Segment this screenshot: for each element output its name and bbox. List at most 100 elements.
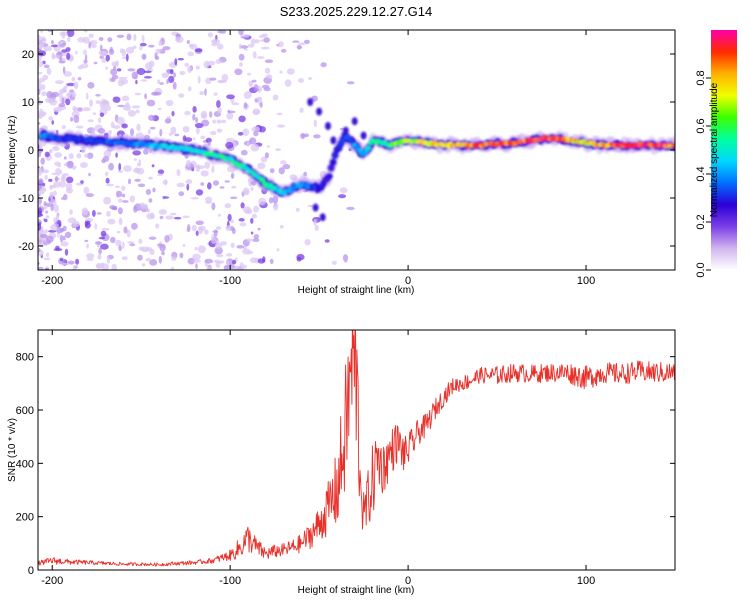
noise-speckle <box>179 252 184 259</box>
noise-speckle <box>46 91 53 99</box>
noise-speckle <box>107 218 116 225</box>
noise-speckle <box>226 112 234 120</box>
noise-speckle <box>108 48 115 55</box>
noise-speckle <box>86 253 95 259</box>
ridge-branch <box>360 131 367 140</box>
noise-speckle <box>215 59 222 64</box>
noise-speckle <box>232 267 239 270</box>
noise-speckle <box>207 141 211 146</box>
ridge-core <box>328 166 334 172</box>
noise-speckle <box>239 222 247 227</box>
noise-speckle <box>110 68 118 76</box>
noise-speckle <box>172 82 177 90</box>
noise-speckle <box>106 183 114 187</box>
noise-speckle <box>144 203 148 210</box>
noise-speckle <box>141 53 147 60</box>
noise-speckle <box>163 196 170 199</box>
noise-speckle <box>164 118 172 124</box>
noise-speckle <box>101 227 110 231</box>
noise-speckle <box>60 241 69 247</box>
noise-speckle <box>171 256 177 261</box>
noise-speckle <box>148 114 155 121</box>
noise-speckle <box>176 169 181 177</box>
noise-speckle <box>51 91 60 98</box>
noise-speckle <box>226 253 233 257</box>
noise-speckle <box>204 258 214 264</box>
ridge-core <box>671 142 675 148</box>
noise-speckle <box>51 172 57 176</box>
noise-speckle <box>133 158 137 161</box>
noise-speckle <box>217 43 224 50</box>
noise-speckle <box>38 242 43 246</box>
noise-speckle <box>269 258 274 264</box>
noise-speckle <box>148 44 155 48</box>
noise-speckle <box>231 227 236 235</box>
noise-speckle <box>121 256 128 261</box>
noise-speckle <box>252 108 261 115</box>
ridge-core <box>330 158 336 164</box>
noise-speckle <box>189 43 198 50</box>
noise-speckle <box>95 100 101 104</box>
noise-speckle <box>87 82 95 89</box>
noise-speckle <box>54 223 59 228</box>
noise-speckle <box>91 44 97 48</box>
noise-speckle <box>268 197 274 204</box>
noise-speckle <box>221 73 229 82</box>
noise-speckle <box>174 58 178 66</box>
noise-speckle <box>247 72 252 76</box>
noise-speckle <box>239 62 243 67</box>
noise-speckle <box>264 67 271 74</box>
noise-speckle <box>38 43 44 50</box>
noise-speckle <box>280 160 287 165</box>
noise-speckle <box>111 263 117 270</box>
noise-speckle <box>230 242 235 248</box>
noise-speckle <box>230 219 234 224</box>
noise-speckle <box>137 183 146 188</box>
noise-speckle <box>101 58 107 63</box>
noise-speckle <box>196 165 205 170</box>
noise-speckle <box>129 243 136 247</box>
noise-speckle <box>118 170 124 173</box>
noise-speckle <box>126 46 135 54</box>
noise-speckle <box>253 130 259 137</box>
noise-speckle <box>256 56 265 59</box>
noise-speckle <box>38 114 43 120</box>
noise-speckle <box>66 52 71 60</box>
noise-speckle <box>58 40 67 44</box>
noise-speckle <box>88 33 94 39</box>
noise-speckle <box>242 248 251 255</box>
noise-speckle <box>197 225 206 232</box>
y-tick-label: 400 <box>16 458 34 470</box>
noise-speckle <box>46 67 52 75</box>
noise-speckle <box>165 99 174 107</box>
noise-speckle <box>269 168 275 174</box>
noise-speckle <box>204 88 207 96</box>
noise-speckle <box>132 150 141 156</box>
noise-speckle <box>187 51 194 57</box>
noise-speckle <box>276 248 280 252</box>
noise-speckle <box>171 110 175 117</box>
noise-speckle <box>211 237 217 244</box>
noise-speckle <box>45 215 50 219</box>
noise-speckle <box>109 205 116 210</box>
noise-speckle <box>292 40 300 43</box>
noise-speckle <box>258 34 266 39</box>
noise-speckle <box>339 187 348 194</box>
noise-speckle <box>182 243 186 247</box>
noise-speckle <box>157 169 165 175</box>
noise-speckle <box>263 37 271 43</box>
noise-speckle <box>250 186 254 191</box>
noise-speckle <box>117 78 125 87</box>
noise-speckle <box>61 97 65 105</box>
noise-speckle <box>152 187 156 193</box>
noise-speckle <box>38 148 44 153</box>
noise-speckle <box>232 259 237 265</box>
noise-speckle <box>66 176 74 184</box>
noise-speckle <box>63 85 67 93</box>
noise-speckle <box>38 266 44 270</box>
noise-speckle <box>65 98 71 106</box>
ridge-branch <box>316 107 323 116</box>
noise-speckle <box>44 174 48 180</box>
noise-speckle <box>166 78 169 85</box>
